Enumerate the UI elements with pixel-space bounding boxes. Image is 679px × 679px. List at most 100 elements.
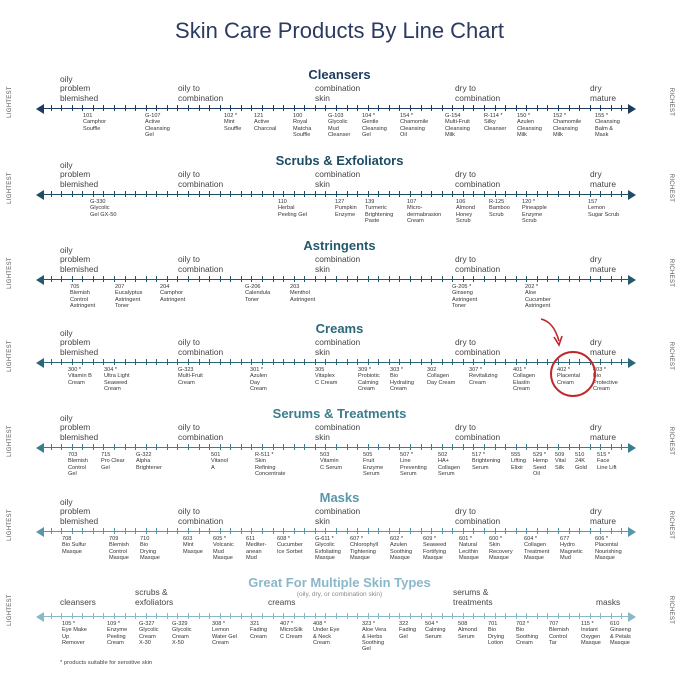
- axis-tick: [156, 613, 158, 619]
- lightest-label: LIGHTEST: [6, 425, 13, 457]
- axis-tick: [272, 444, 274, 450]
- axis-tick: [473, 105, 475, 111]
- product-label: G-327 Glycolic Cream X-30: [139, 621, 159, 646]
- product-label: 505 Fruit Enzyme Serum: [363, 452, 384, 477]
- axis-tick: [336, 105, 337, 111]
- axis-tick: [293, 528, 295, 534]
- axis-tick: [568, 444, 570, 450]
- axis-tick: [505, 359, 507, 365]
- axis-tick: [378, 276, 380, 282]
- richest-label: RICHEST: [667, 341, 674, 371]
- axis-tick: [135, 444, 137, 450]
- axis-tick: [336, 359, 337, 365]
- axis-tick: [526, 191, 528, 197]
- axis-tick: [621, 191, 623, 197]
- axis-tick: [536, 191, 538, 197]
- product-label: G-329 Glycolic Cream X-50: [172, 621, 192, 646]
- axis-tick: [61, 613, 63, 619]
- axis-tick: [420, 444, 422, 450]
- axis-tick: [230, 359, 232, 365]
- axis-tick: [188, 444, 189, 450]
- axis-tick: [61, 191, 63, 197]
- axis-tick: [462, 528, 464, 534]
- axis-tick: [92, 105, 94, 111]
- arrowhead-left: [36, 190, 44, 200]
- product-label: 309 * Probiotic Calming Cream: [358, 367, 380, 392]
- axis-tick: [431, 613, 433, 619]
- axis-tick: [188, 105, 189, 111]
- skin-type-label: oily to combination: [178, 337, 224, 357]
- axis-tick: [610, 528, 612, 534]
- product-label: G-330 Glycolic Gel GX-50: [90, 199, 117, 218]
- product-label: 509 Vital Silk: [555, 452, 566, 471]
- axis-tick: [494, 276, 496, 282]
- product-label: 508 Almond Serum: [458, 621, 477, 640]
- axis-tick: [473, 444, 475, 450]
- product-label: 102 * Mint Souffle: [224, 113, 242, 132]
- axis-tick: [399, 276, 401, 282]
- product-label: 322 Fading Gel: [399, 621, 417, 640]
- product-label: R-511 * Skin Refining Concentrate: [255, 452, 286, 477]
- section-title: Creams: [315, 321, 364, 336]
- axis-tick: [431, 276, 433, 282]
- axis-tick: [251, 191, 253, 197]
- axis-tick: [166, 191, 168, 197]
- axis-tick: [526, 444, 528, 450]
- skin-type-label: serums & treatments: [453, 587, 493, 607]
- axis-tick: [135, 359, 137, 365]
- axis-tick: [103, 359, 105, 365]
- axis-tick: [547, 528, 549, 534]
- axis-tick: [124, 359, 126, 365]
- product-label: 610 Ginseng & Petals Masque: [610, 621, 631, 646]
- axis-tick: [452, 528, 454, 534]
- axis-tick: [198, 359, 200, 365]
- axis-tick: [536, 613, 538, 619]
- product-label: 308 * Lemon Water Gel Cream: [212, 621, 237, 646]
- axis-tick: [325, 359, 327, 365]
- axis-tick: [272, 276, 274, 282]
- section-0: Cleansers oily problem blemished oily to comb…: [0, 67, 679, 147]
- axis-tick: [579, 191, 581, 197]
- axis-tick: [71, 359, 73, 365]
- axis-tick: [314, 444, 316, 450]
- axis-tick: [166, 276, 168, 282]
- section-6: Great For Multiple Skin Types (oily, dry,…: [0, 575, 679, 655]
- axis-tick: [177, 276, 179, 282]
- axis-tick: [526, 528, 528, 534]
- axis-tick: [82, 191, 84, 197]
- axis-tick: [304, 191, 306, 197]
- axis-tick: [325, 613, 327, 619]
- axis-tick: [431, 191, 433, 197]
- axis-tick: [526, 359, 528, 365]
- skin-type-label: oily problem blemished: [60, 496, 99, 526]
- axis-tick: [473, 276, 475, 282]
- axis-tick: [82, 444, 84, 450]
- product-label: 709 Blemish Control Masque: [109, 536, 129, 561]
- axis-tick: [145, 528, 147, 534]
- axis-tick: [473, 613, 475, 619]
- axis-tick: [50, 191, 52, 197]
- axis-tick: [219, 613, 221, 619]
- axis-tick: [198, 444, 200, 450]
- axis-tick: [166, 105, 168, 111]
- axis-tick: [547, 613, 549, 619]
- axis-tick: [293, 613, 295, 619]
- axis-tick: [494, 528, 496, 534]
- highlight-circle: [550, 351, 596, 397]
- section-5: Masks oily problem blemished oily to combinat…: [0, 490, 679, 570]
- axis-tick: [230, 444, 232, 450]
- axis-tick: [494, 105, 496, 111]
- richest-label: RICHEST: [667, 510, 674, 540]
- axis-tick: [452, 444, 454, 450]
- axis-tick: [547, 191, 549, 197]
- axis-tick: [166, 528, 168, 534]
- axis-tick: [135, 613, 137, 619]
- axis-tick: [124, 613, 126, 619]
- axis-tick: [547, 276, 549, 282]
- axis-tick: [50, 613, 52, 619]
- product-label: 407 * MicroSilk C Cream: [280, 621, 303, 640]
- product-label: 301 * Azulen Day Cream: [250, 367, 268, 392]
- axis-tick: [462, 276, 464, 282]
- axis-tick: [452, 613, 454, 619]
- axis-tick: [209, 276, 211, 282]
